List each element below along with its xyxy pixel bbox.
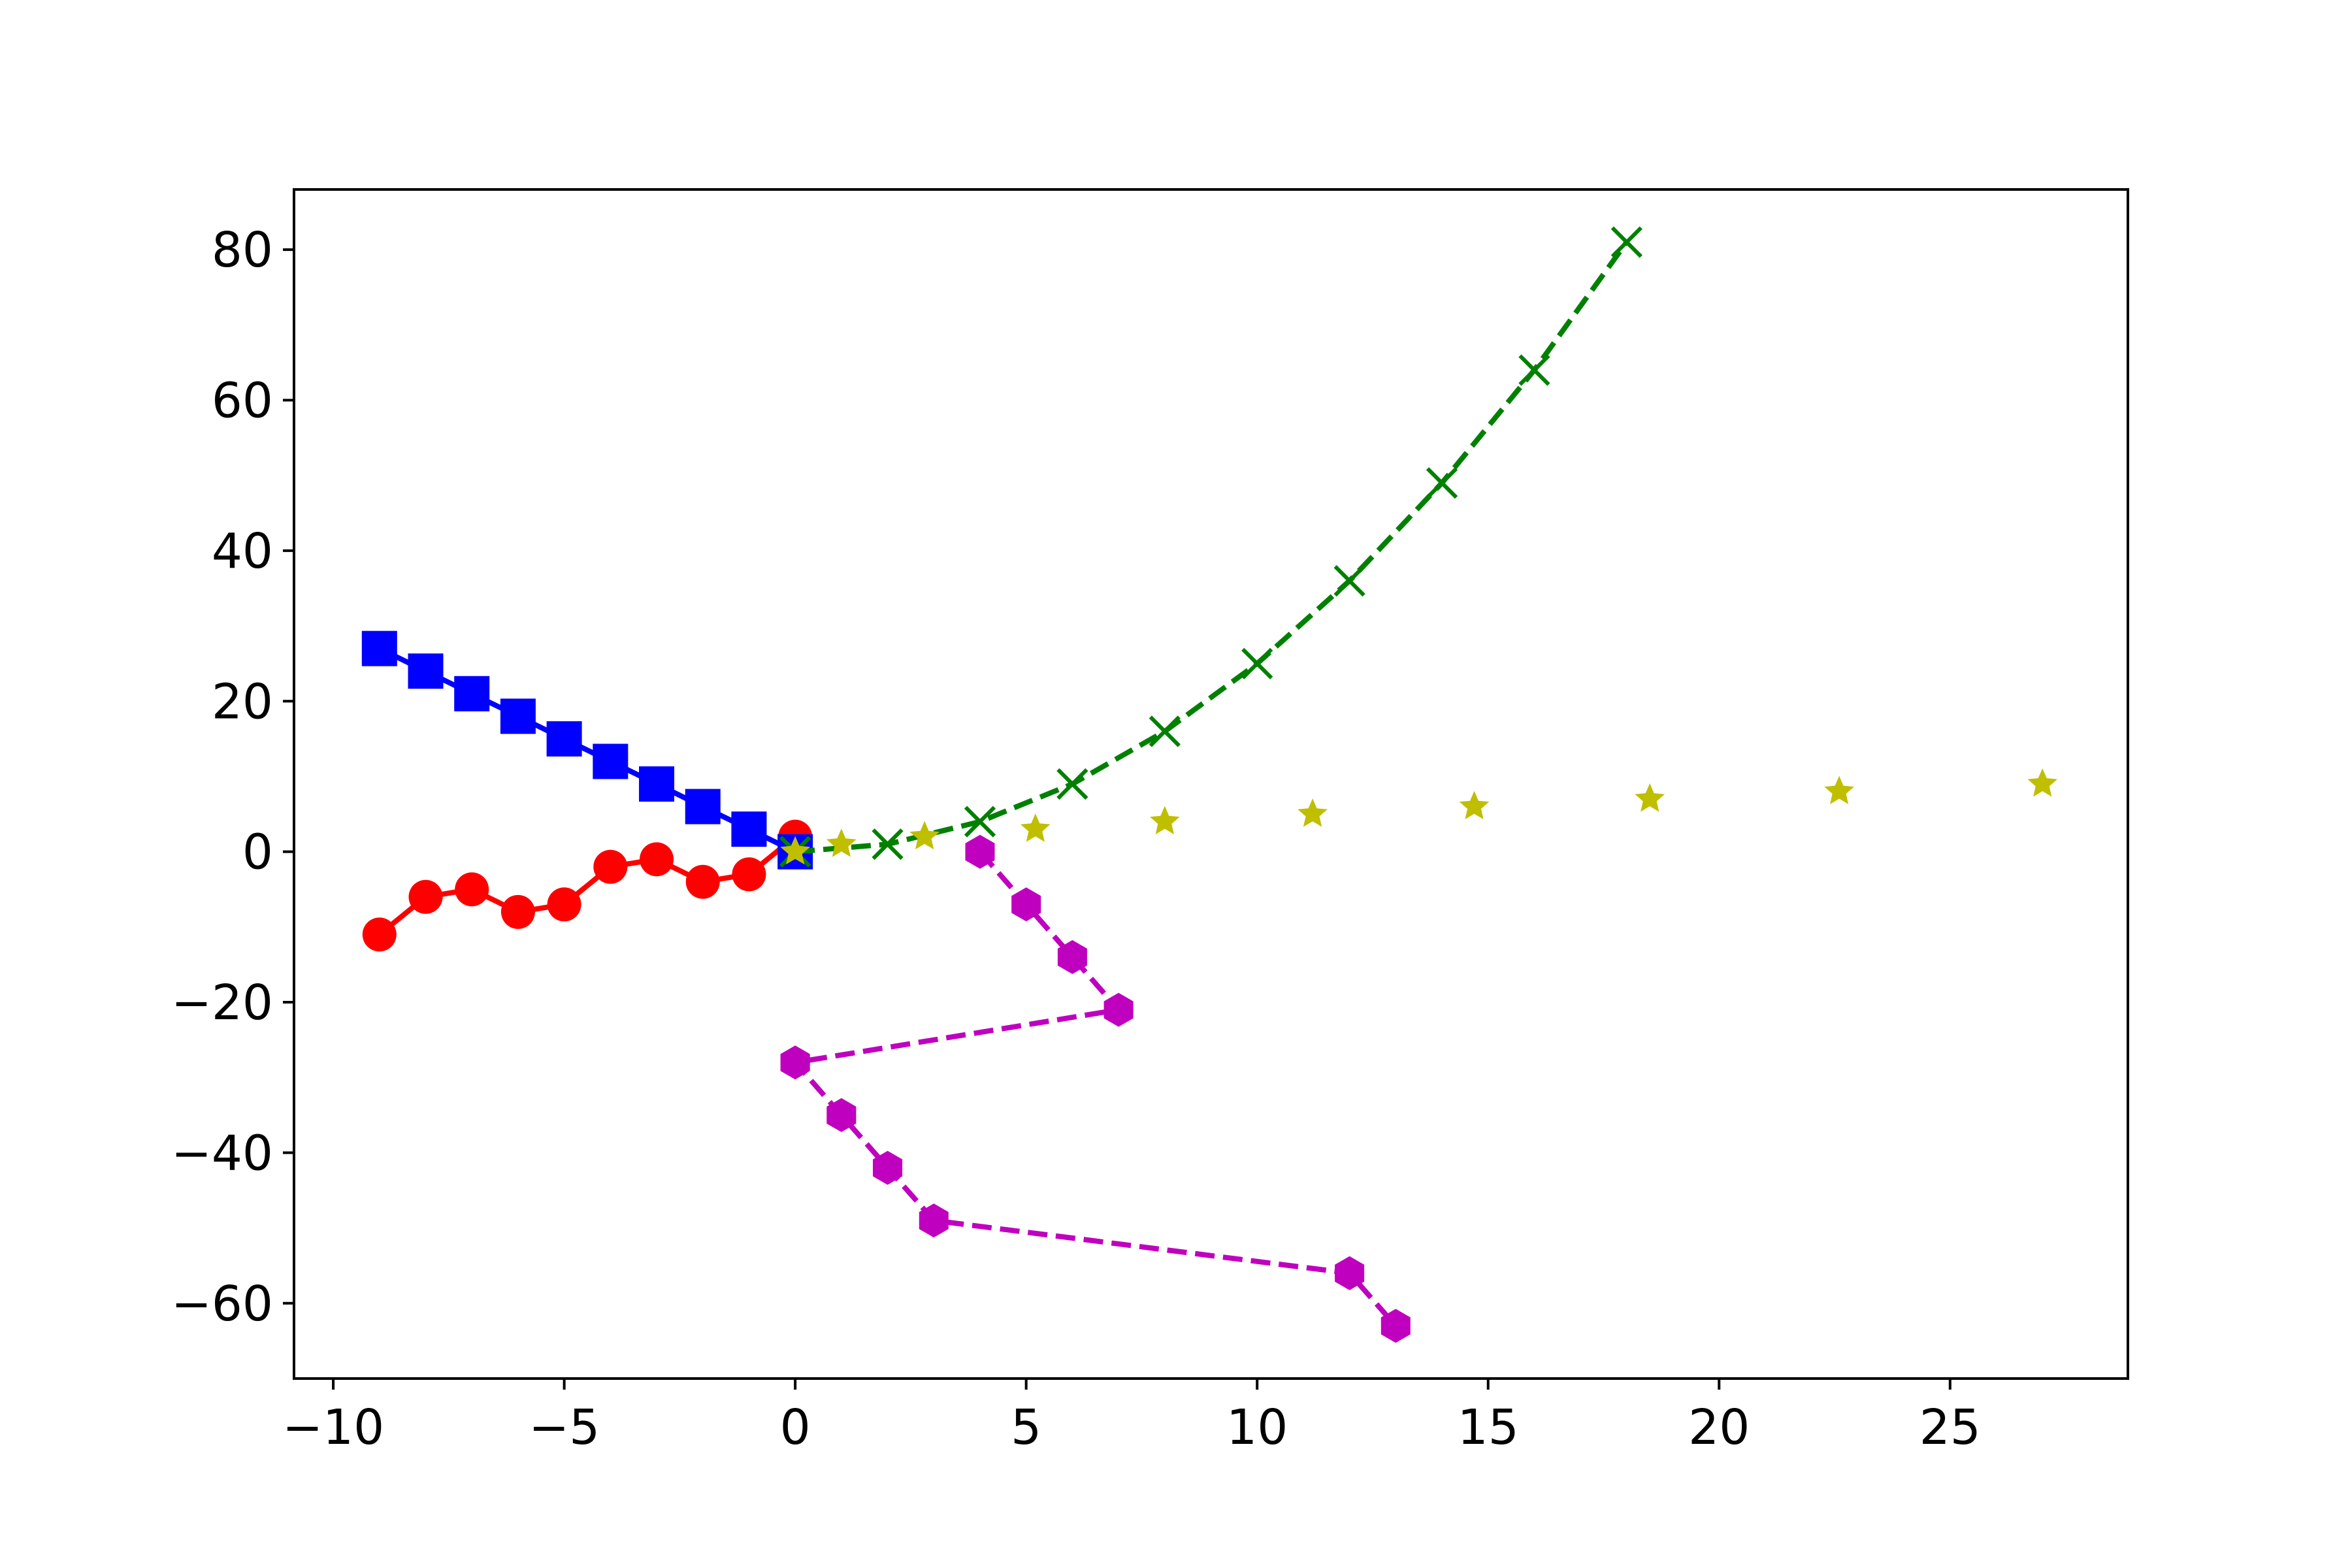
series-3-point-8 bbox=[1824, 776, 1854, 804]
series-4-point-2 bbox=[1057, 939, 1087, 974]
series-3-point-9 bbox=[2027, 768, 2057, 797]
series-3-point-6 bbox=[1459, 791, 1490, 819]
y-tick-label-6: 60 bbox=[212, 373, 273, 429]
series-1-point-7 bbox=[454, 676, 490, 711]
y-tick-label-4: 20 bbox=[212, 674, 273, 730]
series-3-point-1 bbox=[826, 828, 857, 857]
series-0-point-9 bbox=[362, 917, 397, 952]
series-4-point-8 bbox=[1335, 1256, 1365, 1290]
series-4-point-6 bbox=[873, 1151, 903, 1185]
series-0-point-7 bbox=[455, 872, 489, 907]
series-2-point-2 bbox=[964, 806, 996, 838]
series-0-point-2 bbox=[685, 864, 720, 899]
series-0 bbox=[362, 819, 813, 952]
series-4-point-3 bbox=[1103, 992, 1134, 1027]
series-1-point-1 bbox=[731, 811, 767, 847]
series-0-point-5 bbox=[547, 887, 581, 922]
series-4-point-7 bbox=[919, 1203, 949, 1238]
series-1-point-8 bbox=[408, 653, 444, 689]
x-tick-label-7: 25 bbox=[1919, 1399, 1981, 1456]
series-2-point-6 bbox=[1333, 564, 1365, 597]
x-tick-label-4: 10 bbox=[1226, 1399, 1288, 1456]
series-3-point-5 bbox=[1298, 798, 1328, 827]
x-tick-label-3: 5 bbox=[1011, 1399, 1041, 1456]
series-4-point-5 bbox=[826, 1098, 857, 1132]
series-3-point-0 bbox=[780, 836, 810, 865]
axes: −10 −5 0 5 10 15 20 25 −60 −40 −20 0 20 40 60 80 bbox=[171, 188, 2129, 1456]
y-tick-label-1: −40 bbox=[171, 1125, 273, 1181]
series-3-point-3 bbox=[1021, 813, 1051, 842]
x-tick-label-2: 0 bbox=[780, 1399, 811, 1456]
series-3-point-2 bbox=[909, 821, 939, 849]
series-2-point-3 bbox=[1056, 768, 1088, 800]
series-1 bbox=[361, 630, 813, 870]
plot-area bbox=[361, 226, 2057, 1343]
series-2-point-9 bbox=[1610, 226, 1642, 258]
y-tick-label-3: 0 bbox=[242, 825, 273, 881]
x-tick-label-5: 15 bbox=[1458, 1399, 1519, 1456]
series-1-point-3 bbox=[639, 766, 675, 802]
series-1-point-9 bbox=[361, 630, 397, 666]
y-tick-label-0: −60 bbox=[171, 1276, 273, 1332]
series-2-point-8 bbox=[1518, 354, 1550, 386]
series-1-point-5 bbox=[546, 721, 582, 757]
series-4-point-0 bbox=[965, 834, 995, 869]
series-0-point-8 bbox=[408, 879, 443, 914]
series-2-point-4 bbox=[1149, 715, 1181, 747]
series-4-point-1 bbox=[1011, 887, 1041, 922]
series-0-line bbox=[378, 834, 797, 937]
series-4-line bbox=[792, 850, 1398, 1328]
series-0-point-6 bbox=[500, 894, 535, 929]
plot-frame bbox=[293, 188, 2129, 1380]
series-2-line bbox=[794, 240, 1629, 855]
x-tick-label-0: −10 bbox=[282, 1399, 384, 1456]
series-2-point-7 bbox=[1426, 467, 1458, 499]
y-tick-label-7: 80 bbox=[212, 222, 273, 278]
y-tick-label-5: 40 bbox=[212, 523, 273, 580]
series-4-point-9 bbox=[1380, 1309, 1411, 1343]
series-1-point-6 bbox=[500, 698, 536, 734]
series-4-point-4 bbox=[780, 1045, 810, 1080]
series-2-point-1 bbox=[872, 828, 904, 860]
series-0-point-4 bbox=[593, 849, 628, 884]
series-1-point-2 bbox=[685, 789, 721, 825]
series-1-point-4 bbox=[593, 743, 629, 779]
series-4 bbox=[780, 834, 1411, 1343]
y-tick-label-2: −20 bbox=[171, 975, 273, 1031]
x-tick-label-1: −5 bbox=[529, 1399, 600, 1456]
series-3-point-4 bbox=[1150, 806, 1180, 834]
series-0-point-1 bbox=[732, 857, 766, 892]
series-3-point-7 bbox=[1635, 783, 1665, 812]
series-3 bbox=[780, 768, 2057, 865]
series-0-point-3 bbox=[640, 842, 674, 877]
series-2-point-5 bbox=[1241, 647, 1273, 679]
series-1-line bbox=[378, 646, 796, 855]
x-tick-label-6: 20 bbox=[1688, 1399, 1750, 1456]
